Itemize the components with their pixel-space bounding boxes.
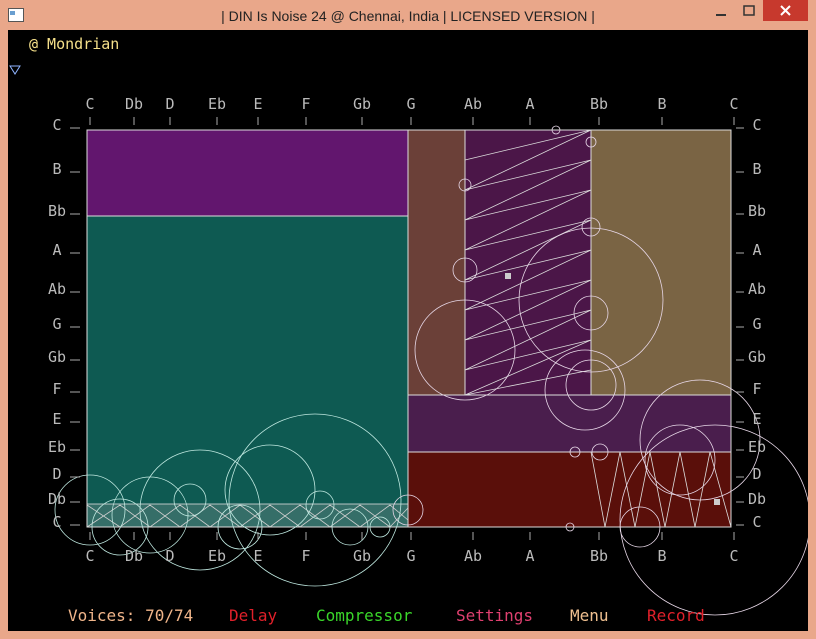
note-label-bottom: D [165,547,174,565]
note-label-bottom: Gb [353,547,371,565]
note-label-top: C [85,95,94,113]
menu-button[interactable]: Menu [570,606,609,625]
record-button[interactable]: Record [647,606,705,625]
note-label-left: D [52,465,61,483]
compressor-toggle[interactable]: Compressor [316,606,413,625]
note-label-right: B [752,160,761,178]
note-label-bottom: Bb [590,547,608,565]
note-label-left: C [52,513,61,531]
mondrian-view: @ Mondrian [9,35,811,625]
note-label-bottom: F [301,547,310,565]
settings-button[interactable]: Settings [456,606,533,625]
note-label-right: E [752,410,761,428]
note-label-top: Eb [208,95,226,113]
mondrian-boxes [86,129,732,528]
note-label-right: F [752,380,761,398]
note-label-top: G [406,95,415,113]
note-label-right: D [752,465,761,483]
note-label-bottom: C [729,547,738,565]
note-label-top: Db [125,95,143,113]
note-label-right: Db [748,490,766,508]
maximize-button[interactable] [736,0,763,22]
note-label-bottom: B [657,547,666,565]
cursor-point [505,273,511,279]
note-label-right: C [752,116,761,134]
note-label-left: G [52,315,61,333]
canvas-area: @ Mondrian [8,30,811,631]
instrument-name: @ Mondrian [29,35,119,53]
note-label-top: E [253,95,262,113]
window-title: | DIN Is Noise 24 @ Chennai, India | LIC… [221,8,595,24]
note-label-left: C [52,116,61,134]
note-label-top: B [657,95,666,113]
note-label-left: A [52,241,61,259]
note-label-left: Bb [48,202,66,220]
note-label-left: B [52,160,61,178]
close-button[interactable] [763,0,808,21]
menu-arrow[interactable] [9,65,21,75]
note-label-top: Bb [590,95,608,113]
note-label-right: A [752,241,761,259]
note-label-left: E [52,410,61,428]
note-label-bottom: C [85,547,94,565]
minimize-button[interactable] [706,0,736,22]
delay-toggle[interactable]: Delay [229,606,278,625]
title-bar: | DIN Is Noise 24 @ Chennai, India | LIC… [0,0,816,30]
note-label-right: Bb [748,202,766,220]
note-label-right: Gb [748,348,766,366]
note-label-right: G [752,315,761,333]
note-label-right: Ab [748,280,766,298]
note-label-bottom: A [525,547,534,565]
note-label-right: C [752,513,761,531]
note-label-top: C [729,95,738,113]
note-label-top: D [165,95,174,113]
note-label-bottom: Db [125,547,143,565]
note-label-left: Db [48,490,66,508]
note-label-bottom: Eb [208,547,226,565]
note-label-left: Gb [48,348,66,366]
note-label-top: F [301,95,310,113]
voices-count: Voices: 70/74 [68,606,193,625]
cursor-point [714,499,720,505]
note-label-bottom: E [253,547,262,565]
note-label-right: Eb [748,438,766,456]
app-icon [8,8,24,22]
note-label-left: Ab [48,280,66,298]
note-label-bottom: G [406,547,415,565]
note-label-top: A [525,95,534,113]
note-label-left: F [52,380,61,398]
note-label-bottom: Ab [464,547,482,565]
note-label-top: Ab [464,95,482,113]
note-label-top: Gb [353,95,371,113]
note-label-left: Eb [48,438,66,456]
